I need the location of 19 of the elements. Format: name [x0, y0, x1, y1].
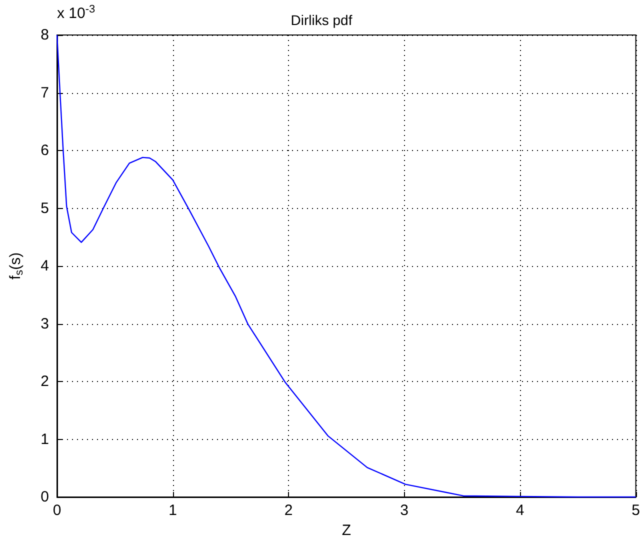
y-tick-label: 0 — [40, 488, 49, 506]
y-tick-label: 1 — [40, 430, 49, 448]
x-axis-title: Z — [342, 522, 351, 539]
chart-title: Dirliks pdf — [290, 12, 352, 28]
y-tick-label: 7 — [40, 84, 49, 102]
y-tick-label: 5 — [40, 200, 49, 217]
y-tick-label: 6 — [40, 142, 49, 159]
x-tick-label: 1 — [168, 502, 177, 519]
x-tick-label: 0 — [52, 502, 62, 519]
y-tick-label: 8 — [40, 26, 49, 44]
x-tick-label: 3 — [400, 502, 408, 519]
y-tick-label: 2 — [40, 373, 49, 390]
x-tick-label: 2 — [284, 502, 293, 519]
y-tick-label: 3 — [40, 315, 49, 332]
x-tick-label: 5 — [632, 502, 640, 519]
line-series — [56, 34, 636, 498]
x-tick-label: 4 — [516, 502, 524, 519]
y-axis-title: fs(s) — [7, 252, 26, 280]
y-tick-label: 4 — [40, 258, 49, 274]
